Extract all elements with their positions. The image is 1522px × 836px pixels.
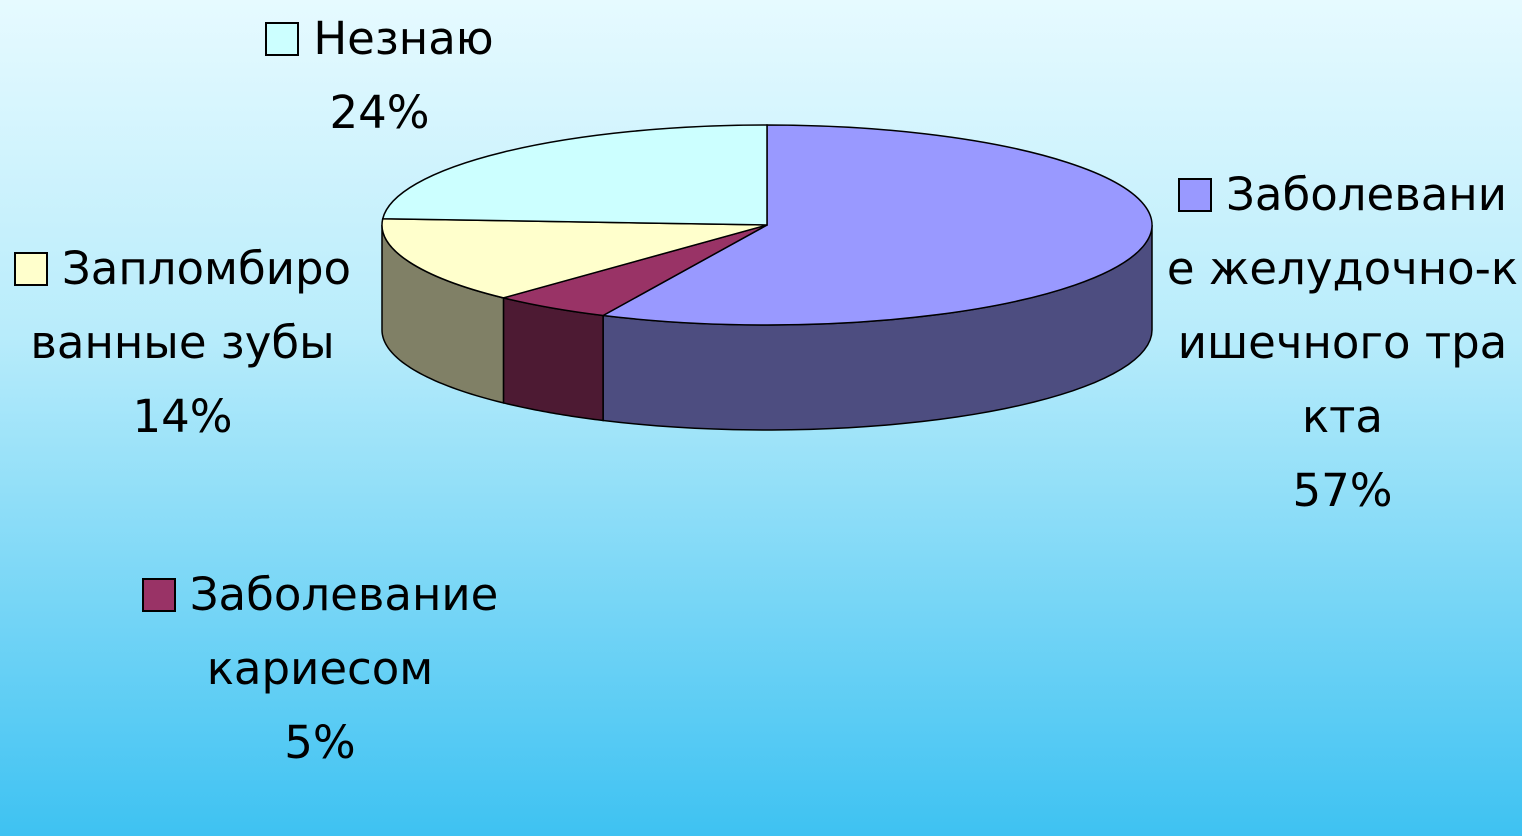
label-name: Незнаю bbox=[313, 12, 493, 65]
slice-side bbox=[503, 298, 603, 421]
label-name: Заболевание кариесом bbox=[190, 568, 499, 695]
label-value: 14% bbox=[10, 380, 355, 454]
data-label: Запломбированные зубы 14% bbox=[10, 232, 355, 454]
label-value: 5% bbox=[140, 706, 500, 780]
legend-swatch bbox=[1178, 178, 1212, 212]
data-label: Заболевание кариесом 5% bbox=[140, 558, 500, 780]
page: {"chart_data": {"type": "pie3d", "catego… bbox=[0, 0, 1522, 836]
data-label: Незнаю 24% bbox=[212, 2, 547, 150]
legend-swatch bbox=[14, 252, 48, 286]
label-value: 24% bbox=[212, 76, 547, 150]
legend-swatch bbox=[142, 578, 176, 612]
label-name: Запломбированные зубы bbox=[30, 242, 351, 369]
data-label: Заболевание желудочно-кишечного тракта 57… bbox=[1165, 158, 1520, 528]
label-value: 57% bbox=[1165, 454, 1520, 528]
label-name: Заболевание желудочно-кишечного тракта bbox=[1167, 168, 1518, 443]
legend-swatch bbox=[265, 22, 299, 56]
